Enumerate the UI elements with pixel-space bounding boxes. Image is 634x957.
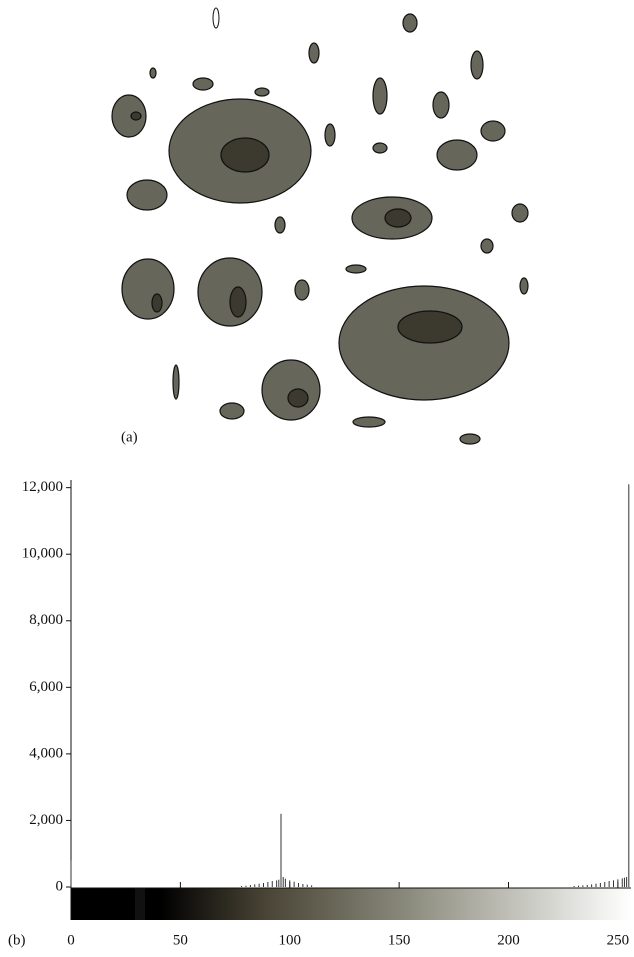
y-tick-label: 0 [56,878,64,894]
bar [608,881,610,887]
bar [578,885,579,887]
bar [293,881,295,887]
bar [617,879,619,887]
bar [613,880,614,887]
gray-block [82,888,98,920]
x-tick-label: 50 [173,932,188,948]
y-tick-label: 8,000 [29,612,63,628]
bar [311,885,313,887]
bar [573,886,575,887]
bar [249,885,251,887]
bar [258,883,260,887]
bar [282,877,284,887]
x-tick-label: 100 [279,932,302,948]
bar [278,879,280,887]
y-tick-label: 12,000 [22,479,63,495]
y-tick-label: 10,000 [22,546,63,562]
gray-scale-strip [71,888,631,920]
bar [626,877,628,887]
bar [623,877,625,887]
x-tick-label: 250 [607,932,630,948]
bar [289,880,291,887]
x-tick-label: 200 [497,932,520,948]
bar [254,884,256,887]
panel-label: (b) [8,932,26,948]
bar [302,884,304,887]
gray-block [135,888,145,920]
bar [298,883,299,887]
bar [245,885,247,887]
bar [306,884,308,887]
bar [267,882,269,887]
bar [284,878,286,887]
ellipse-image [111,7,529,445]
bar [263,883,264,887]
bar [586,885,588,887]
bar [276,880,278,887]
bar [604,882,606,887]
bar [621,878,623,887]
x-tick-label: 0 [67,932,75,948]
bar [241,886,243,887]
bar [271,881,273,887]
bar [280,813,282,887]
x-tick-label: 150 [388,932,411,948]
bar [70,860,72,887]
y-tick-label: 6,000 [29,679,63,695]
bar [591,884,593,887]
bar [595,883,597,887]
y-tick-label: 4,000 [29,745,63,761]
bar [582,885,584,887]
bar [599,883,601,887]
panel-label: (a) [121,429,138,445]
y-tick-label: 2,000 [29,812,63,828]
bar [628,484,630,887]
